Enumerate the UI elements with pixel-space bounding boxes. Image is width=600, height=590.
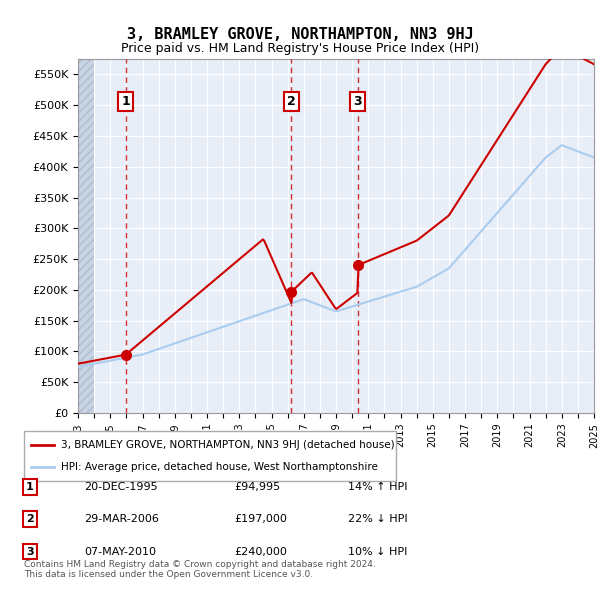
Text: 3, BRAMLEY GROVE, NORTHAMPTON, NN3 9HJ (detached house): 3, BRAMLEY GROVE, NORTHAMPTON, NN3 9HJ (… bbox=[61, 440, 395, 450]
Text: 14% ↑ HPI: 14% ↑ HPI bbox=[348, 482, 407, 491]
Text: 1: 1 bbox=[26, 482, 34, 491]
Text: £240,000: £240,000 bbox=[234, 547, 287, 556]
Bar bbox=[78, 59, 89, 413]
Text: 2: 2 bbox=[287, 95, 296, 108]
Text: Contains HM Land Registry data © Crown copyright and database right 2024.
This d: Contains HM Land Registry data © Crown c… bbox=[24, 560, 376, 579]
Text: 3, BRAMLEY GROVE, NORTHAMPTON, NN3 9HJ: 3, BRAMLEY GROVE, NORTHAMPTON, NN3 9HJ bbox=[127, 27, 473, 41]
Text: 3: 3 bbox=[353, 95, 362, 108]
Text: £94,995: £94,995 bbox=[234, 482, 280, 491]
Text: 2: 2 bbox=[26, 514, 34, 524]
Text: 10% ↓ HPI: 10% ↓ HPI bbox=[348, 547, 407, 556]
Text: £197,000: £197,000 bbox=[234, 514, 287, 524]
Text: 3: 3 bbox=[26, 547, 34, 556]
Text: 20-DEC-1995: 20-DEC-1995 bbox=[84, 482, 158, 491]
Text: HPI: Average price, detached house, West Northamptonshire: HPI: Average price, detached house, West… bbox=[61, 462, 378, 472]
Text: 07-MAY-2010: 07-MAY-2010 bbox=[84, 547, 156, 556]
Text: 22% ↓ HPI: 22% ↓ HPI bbox=[348, 514, 407, 524]
FancyBboxPatch shape bbox=[24, 431, 396, 481]
Text: 29-MAR-2006: 29-MAR-2006 bbox=[84, 514, 159, 524]
Text: 1: 1 bbox=[122, 95, 130, 108]
Text: Price paid vs. HM Land Registry's House Price Index (HPI): Price paid vs. HM Land Registry's House … bbox=[121, 42, 479, 55]
